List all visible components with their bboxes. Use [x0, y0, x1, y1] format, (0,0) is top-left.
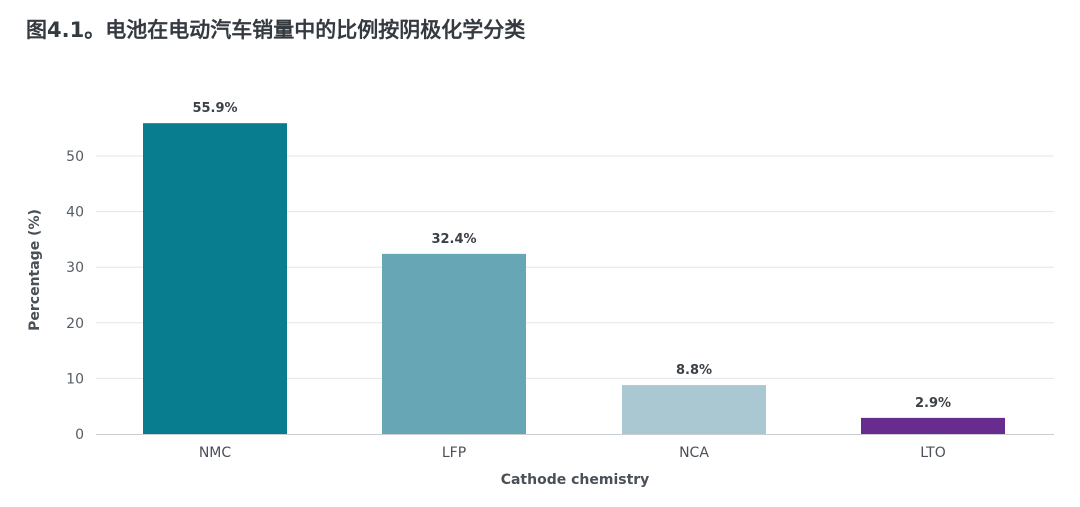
- bar-nmc: [143, 123, 287, 435]
- x-tick-label-lto: LTO: [920, 445, 945, 461]
- value-label-lfp: 32.4%: [431, 232, 476, 247]
- y-tick-label: 50: [66, 149, 84, 165]
- x-axis-label: Cathode chemistry: [501, 472, 650, 488]
- bar-lfp: [382, 253, 526, 434]
- x-tick-label-lfp: LFP: [442, 445, 466, 461]
- x-tick-label-nca: NCA: [679, 445, 709, 461]
- y-tick-label: 0: [75, 427, 84, 443]
- y-tick-label: 20: [66, 316, 84, 332]
- value-label-lto: 2.9%: [915, 396, 951, 411]
- y-axis-ticks: 0 10 20 30 40 50: [66, 149, 84, 443]
- y-tick-label: 40: [66, 205, 84, 221]
- value-labels: 55.9% 32.4% 8.8% 2.9%: [192, 101, 951, 411]
- x-axis-ticks: NMC LFP NCA LTO: [199, 445, 946, 461]
- value-label-nmc: 55.9%: [192, 101, 237, 116]
- bar-nca: [622, 385, 766, 434]
- y-axis-label: Percentage (%): [27, 209, 43, 331]
- y-tick-label: 30: [66, 260, 84, 276]
- y-tick-label: 10: [66, 371, 84, 387]
- x-tick-label-nmc: NMC: [199, 445, 232, 461]
- bar-lto: [861, 417, 1005, 434]
- value-label-nca: 8.8%: [676, 363, 712, 378]
- bars: [143, 123, 1005, 435]
- chart-title: 图4.1。电池在电动汽车销量中的比例按阴极化学分类: [26, 18, 526, 42]
